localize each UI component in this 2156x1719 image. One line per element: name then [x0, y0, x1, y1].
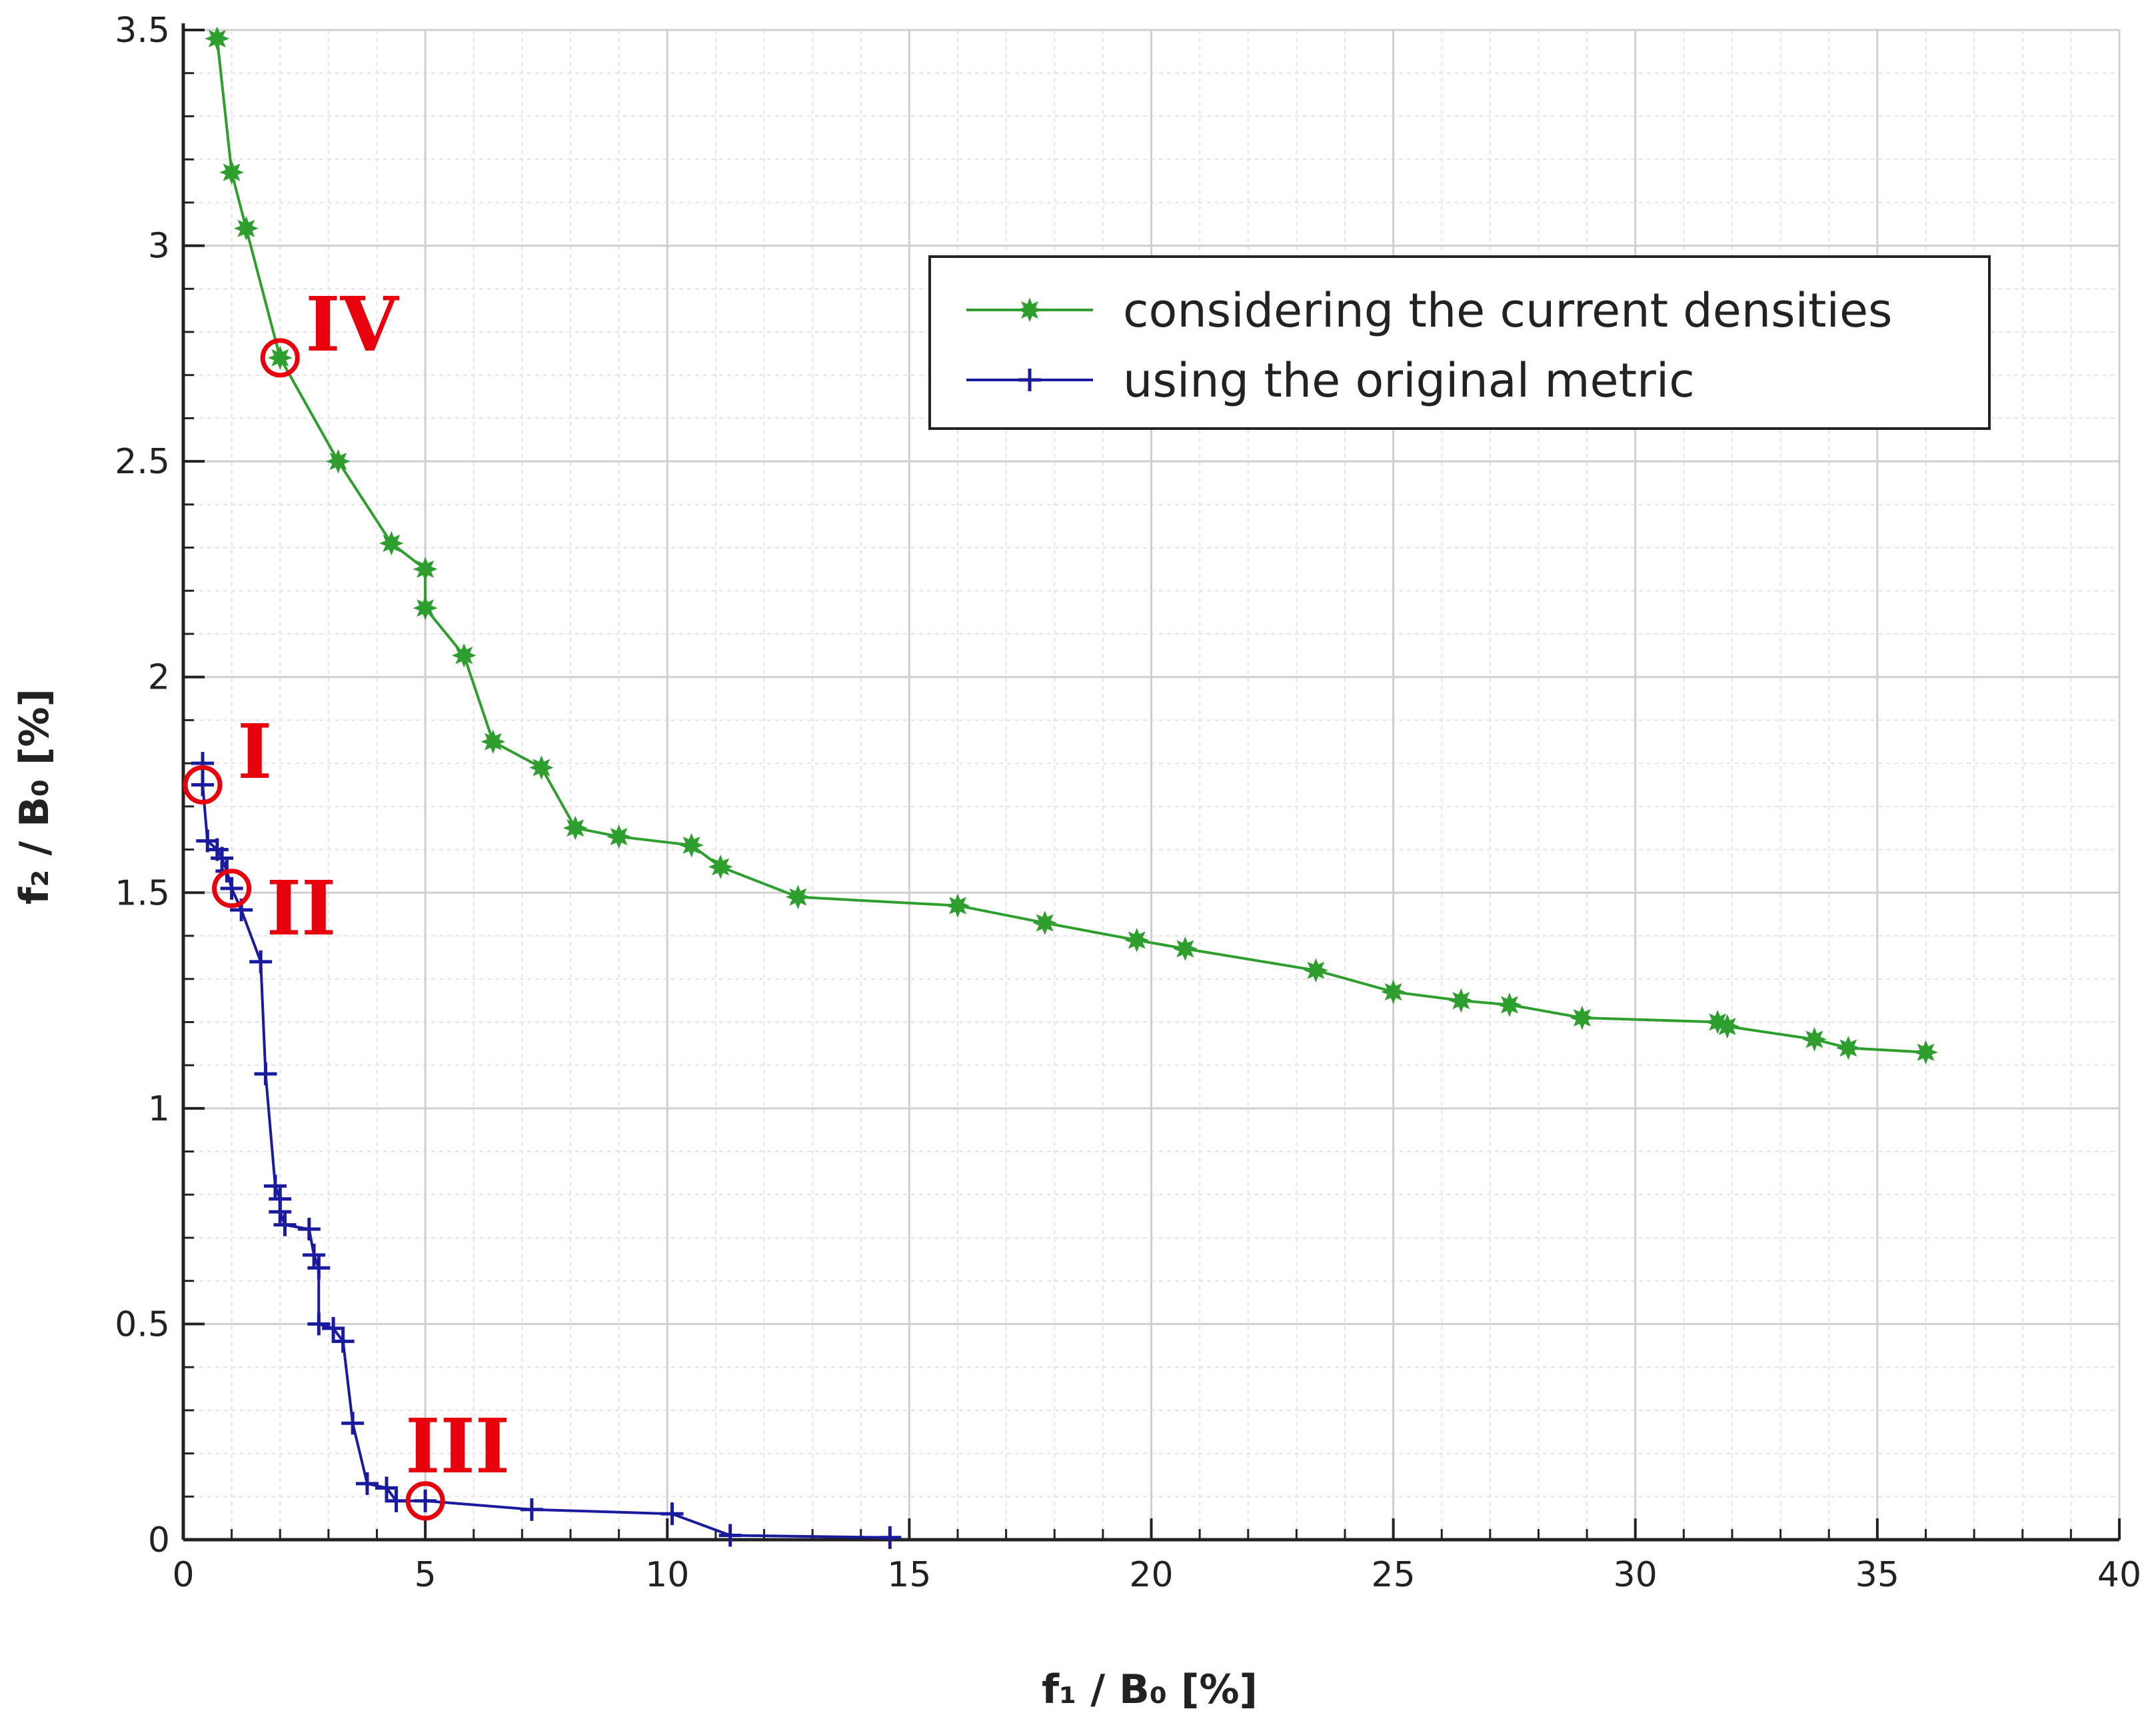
data-point-blue	[341, 1412, 365, 1435]
data-point-blue	[355, 1472, 379, 1495]
y-tick-labels: 0 0.5 1 1.5 2 2.5 3 3.5	[115, 11, 170, 1560]
data-point-green	[1381, 979, 1406, 1004]
data-point-blue	[385, 1489, 408, 1512]
data-point-blue	[191, 773, 215, 797]
x-tick-label: 5	[415, 1555, 437, 1595]
data-point-green	[413, 595, 438, 621]
data-point-green	[679, 833, 704, 858]
data-point-green	[562, 815, 588, 841]
legend-marker-star	[1017, 297, 1042, 323]
data-point-green	[1172, 936, 1198, 961]
data-point-green	[1570, 1005, 1595, 1030]
y-axis-label: f₂ / B₀ [%]	[11, 689, 58, 904]
data-point-blue	[263, 1174, 287, 1198]
y-tick-label: 3.5	[115, 11, 170, 51]
y-tick-label: 2	[148, 658, 170, 698]
data-point-green	[205, 26, 230, 51]
data-point-green	[413, 557, 438, 582]
series-line-0	[215, 38, 1926, 1054]
data-point-blue	[307, 1312, 331, 1336]
y-tick-label: 0	[148, 1520, 170, 1560]
data-point-green	[1913, 1040, 1938, 1065]
series-0	[205, 26, 1938, 1065]
y-tick-label: 3	[148, 227, 170, 267]
data-point-green	[1497, 992, 1522, 1017]
data-point-blue	[660, 1502, 684, 1526]
annotation-circle	[405, 1481, 445, 1521]
legend-marker-plus	[1018, 369, 1041, 391]
legend-label-blue: using the original metric	[1123, 353, 1695, 408]
data-point-blue	[322, 1316, 345, 1340]
data-point-blue	[254, 1062, 277, 1086]
x-tick-label: 40	[2097, 1555, 2141, 1595]
data-point-blue	[220, 876, 243, 900]
data-point-green	[1032, 910, 1058, 935]
data-point-green	[1715, 1014, 1740, 1039]
data-point-blue	[211, 847, 234, 870]
x-tick-label: 10	[645, 1555, 689, 1595]
data-point-green	[219, 160, 244, 185]
data-point-green	[234, 216, 259, 241]
y-tick-label: 0.5	[115, 1304, 170, 1344]
annotation-label: I	[237, 709, 272, 796]
data-point-green	[785, 884, 810, 910]
legend-marker-blue	[1018, 369, 1041, 391]
x-tick-label: 25	[1372, 1555, 1416, 1595]
data-point-green	[529, 755, 554, 780]
data-point-blue	[303, 1243, 326, 1266]
data-point-green	[481, 729, 506, 755]
data-point-blue	[718, 1524, 742, 1547]
x-tick-label: 30	[1614, 1555, 1657, 1595]
data-point-green	[326, 449, 351, 474]
x-tick-label: 0	[172, 1555, 194, 1595]
x-tick-label: 35	[1855, 1555, 1899, 1595]
legend-marker-green	[1017, 297, 1042, 323]
data-point-blue	[414, 1489, 437, 1512]
data-point-blue	[520, 1498, 543, 1521]
data-point-blue	[375, 1476, 399, 1500]
data-point-blue	[249, 950, 273, 973]
data-point-green	[1448, 988, 1474, 1013]
y-tick-label: 2.5	[115, 442, 170, 482]
legend-box	[928, 255, 1991, 430]
y-tick-label: 1	[148, 1089, 170, 1129]
data-point-green	[379, 531, 404, 556]
x-tick-label: 15	[887, 1555, 931, 1595]
data-point-blue	[331, 1330, 355, 1353]
data-point-blue	[273, 1213, 297, 1236]
data-point-green	[708, 855, 733, 879]
legend-label-green: considering the current densities	[1123, 283, 1893, 338]
annotation-label: IV	[305, 281, 399, 369]
y-tick-label: 1.5	[115, 873, 170, 913]
annotation-circle	[212, 868, 252, 908]
x-tick-label: 20	[1129, 1555, 1173, 1595]
data-point-green	[451, 643, 477, 668]
annotation-circle	[260, 338, 300, 378]
annotation-label: III	[405, 1403, 510, 1490]
data-point-blue	[878, 1526, 902, 1549]
data-point-green	[1124, 928, 1150, 952]
data-point-blue	[269, 1200, 292, 1224]
data-point-green	[1802, 1026, 1827, 1052]
legend: considering the current densities using …	[928, 255, 1991, 430]
data-point-green	[1304, 958, 1328, 983]
data-point-green	[606, 824, 631, 849]
data-point-green	[1835, 1035, 1861, 1060]
x-tick-labels: 0 5 10 15 20 25 30 35 40	[172, 1555, 2141, 1595]
data-point-blue	[307, 1256, 331, 1280]
data-point-blue	[297, 1218, 321, 1241]
annotation-label: II	[267, 865, 337, 952]
data-point-blue	[191, 752, 215, 775]
data-point-green	[267, 345, 293, 371]
annotation-circle	[183, 765, 223, 805]
data-point-green	[945, 893, 970, 918]
x-axis-label: f₁ / B₀ [%]	[1042, 1666, 1258, 1713]
